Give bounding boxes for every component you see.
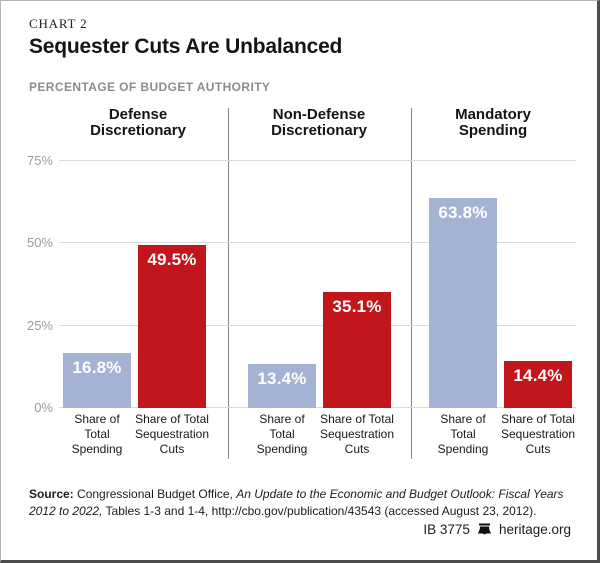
bar-value-label: 35.1% <box>332 297 382 317</box>
bar: 49.5% <box>138 244 206 408</box>
y-tick-label: 75% <box>26 153 53 168</box>
bar-category-label: Share of Total Spending <box>437 412 489 456</box>
bar: 63.8% <box>429 197 497 408</box>
issue-brief-id: IB 3775 <box>423 522 470 537</box>
footer: IB 3775 heritage.org <box>423 522 571 537</box>
bar-category-label: Share of Total Sequestration Cuts <box>134 412 210 456</box>
bar-value-label: 14.4% <box>513 365 563 385</box>
chart-units-subtitle: PERCENTAGE OF BUDGET AUTHORITY <box>29 80 271 94</box>
bar-value-label: 13.4% <box>257 368 307 388</box>
source-text-tail: Tables 1-3 and 1-4, http://cbo.gov/publi… <box>102 504 537 518</box>
bar-category-label: Share of Total Spending <box>256 412 308 456</box>
group-divider <box>228 108 229 459</box>
group-divider <box>411 108 412 459</box>
group-header-defense-discretionary: Defense Discretionary <box>90 106 186 139</box>
bar-category-label: Share of Total Sequestration Cuts <box>319 412 395 456</box>
gridline <box>59 160 576 161</box>
gridline <box>59 242 576 244</box>
bar-value-label: 63.8% <box>438 202 488 222</box>
page-title: Sequester Cuts Are Unbalanced <box>29 35 343 58</box>
source-text: Congressional Budget Office, <box>73 487 237 501</box>
source-label: Source: <box>29 487 74 501</box>
y-tick-label: 50% <box>26 235 53 251</box>
bar: 35.1% <box>323 292 391 408</box>
y-tick-label: 25% <box>26 317 53 333</box>
bar: 13.4% <box>248 363 316 408</box>
bar: 14.4% <box>504 360 572 408</box>
y-tick-label: 0% <box>34 400 53 415</box>
bar: 16.8% <box>63 352 131 408</box>
gridline <box>59 324 576 326</box>
group-header-mandatory-spending: Mandatory Spending <box>455 106 531 139</box>
gridline <box>59 407 576 408</box>
bar-value-label: 16.8% <box>72 357 122 377</box>
bar-category-label: Share of Total Spending <box>71 412 123 456</box>
y-axis: 0% 25% 50% 75% <box>9 78 53 415</box>
group-header-non-defense-discretionary: Non-Defense Discretionary <box>271 106 367 139</box>
source-note: Source: Congressional Budget Office, An … <box>29 486 577 520</box>
chart-number: CHART 2 <box>29 16 88 31</box>
bar-value-label: 49.5% <box>147 249 197 269</box>
bar-category-label: Share of Total Sequestration Cuts <box>500 412 576 456</box>
plot-area: 16.8% Share of Total Spending 49.5% Share o… <box>59 78 576 456</box>
source-publication-title: An Update to the Economic and Budget Out… <box>29 487 564 518</box>
heritage-url: heritage.org <box>498 522 571 537</box>
heritage-bell-icon <box>477 523 492 534</box>
